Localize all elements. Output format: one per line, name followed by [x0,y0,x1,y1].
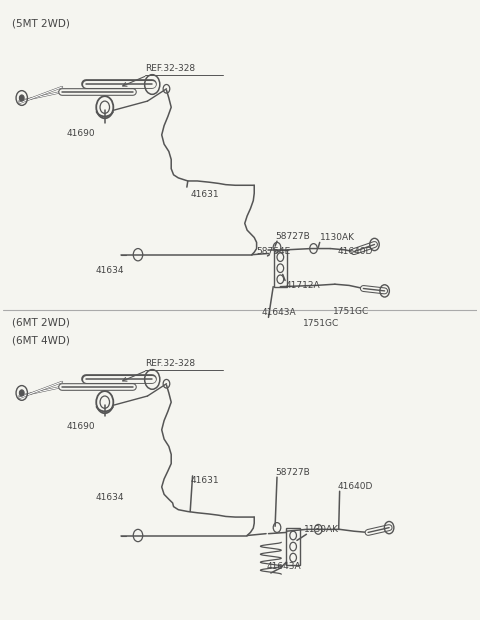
Text: 41631: 41631 [190,190,219,199]
Text: 1130AK: 1130AK [304,525,339,534]
Text: 58727B: 58727B [276,232,311,241]
Text: REF.32-328: REF.32-328 [145,64,195,73]
Text: 41640D: 41640D [337,482,372,491]
Circle shape [19,390,24,396]
Text: 41690: 41690 [67,129,96,138]
Bar [287,528,300,565]
Text: 1751GC: 1751GC [303,319,339,329]
Text: 41631: 41631 [190,476,219,485]
Text: 41634: 41634 [96,265,124,275]
Text: 41690: 41690 [67,422,96,431]
Text: 1130AK: 1130AK [320,233,355,242]
Text: (5MT 2WD): (5MT 2WD) [12,18,70,28]
Text: 41643A: 41643A [266,562,300,571]
Text: 1751GC: 1751GC [333,307,369,316]
Text: (6MT 2WD): (6MT 2WD) [12,317,70,327]
Text: 41640D: 41640D [337,247,372,256]
Text: (6MT 4WD): (6MT 4WD) [12,336,70,346]
Text: REF.32-328: REF.32-328 [145,360,195,368]
Text: 41634: 41634 [96,493,124,502]
Text: 41712A: 41712A [285,280,320,290]
Circle shape [19,95,24,101]
Text: 58754E: 58754E [257,247,291,256]
Text: 58727B: 58727B [276,468,311,477]
Bar [274,250,287,286]
Text: 41643A: 41643A [261,308,296,317]
